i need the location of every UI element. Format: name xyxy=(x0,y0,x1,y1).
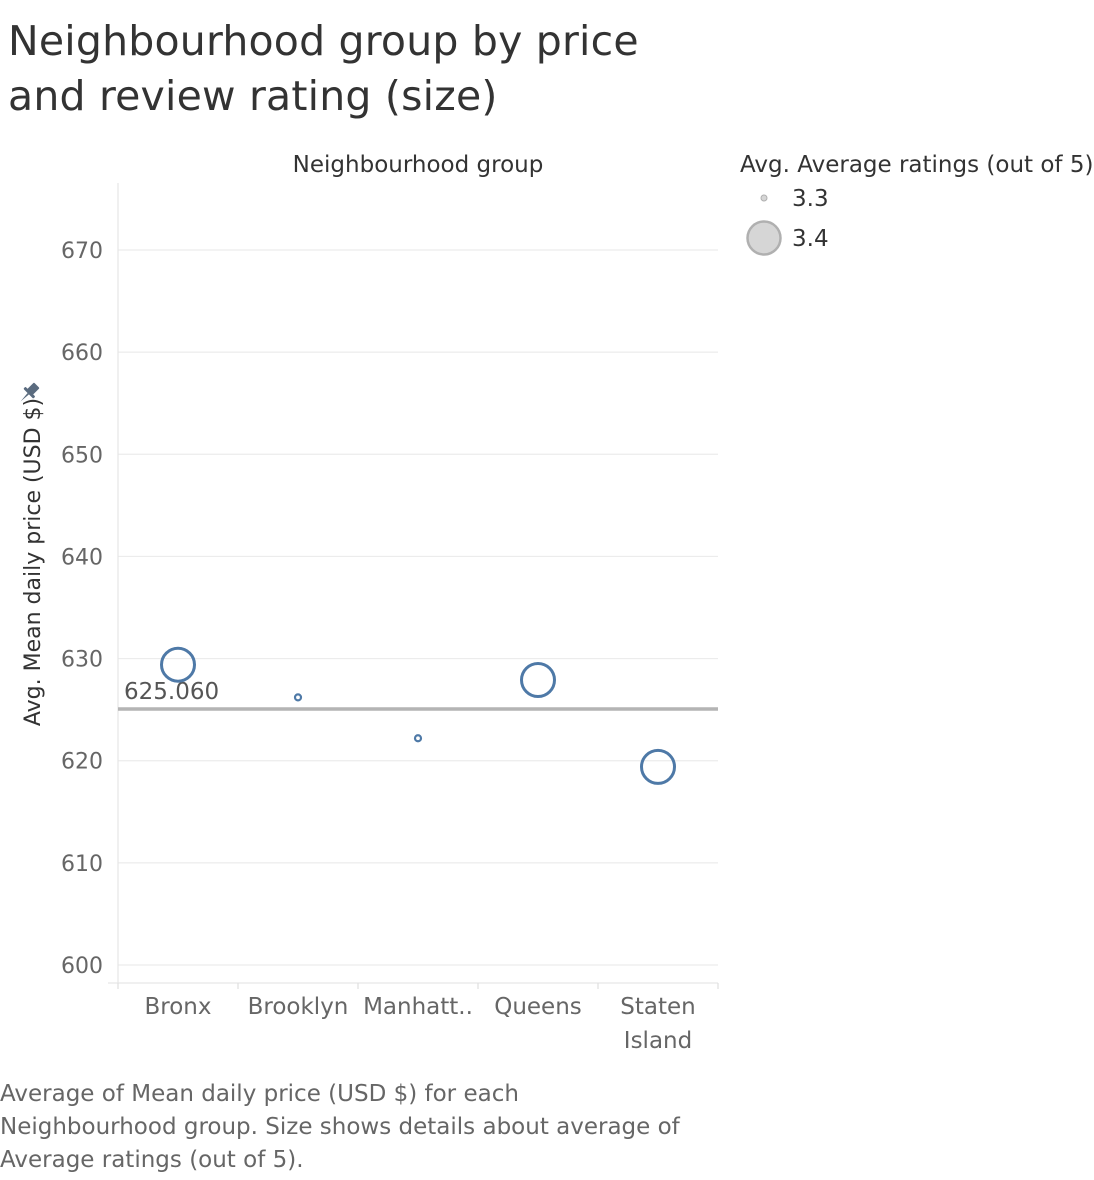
gridlines xyxy=(118,249,718,966)
y-tick-label: 620 xyxy=(61,750,103,775)
reference-line-group: 625.060 xyxy=(118,679,718,711)
scatter-point-manhatt-[interactable] xyxy=(413,734,423,743)
column-header: Neighbourhood group xyxy=(293,152,544,178)
legend-item-label: 3.3 xyxy=(792,186,829,212)
x-tick-label: Staten xyxy=(620,994,695,1020)
y-tick-label: 640 xyxy=(61,545,103,570)
legend-title: Avg. Average ratings (out of 5) xyxy=(740,152,1093,178)
x-tick-label: Manhatt.. xyxy=(363,994,473,1020)
scatter-point-queens[interactable] xyxy=(520,662,556,699)
x-tick-label: Island xyxy=(624,1028,692,1054)
y-tick-label: 610 xyxy=(61,852,103,877)
y-tick-label: 600 xyxy=(61,954,103,979)
y-axis-ticks: 600 610 620 630 640 650 660 670 xyxy=(61,239,103,979)
scatter-point-bronx[interactable] xyxy=(160,646,196,683)
x-tick-label: Brooklyn xyxy=(248,994,349,1020)
chart-canvas: Neighbourhood group 600 610 620 630 640 650 66… xyxy=(21,152,1093,1054)
y-tick-label: 630 xyxy=(61,648,103,673)
y-tick-label: 670 xyxy=(61,239,103,264)
y-tick-label: 660 xyxy=(61,341,103,366)
legend-size-swatch xyxy=(760,194,768,202)
scatter-point-brooklyn[interactable] xyxy=(293,693,303,702)
y-axis-label: Avg. Mean daily price (USD $) xyxy=(21,398,46,726)
legend-size-swatch xyxy=(746,220,782,256)
scatter-point-staten-island[interactable] xyxy=(640,748,676,785)
chart-title: Neighbourhood group by price and review … xyxy=(8,17,639,120)
reference-line-label: 625.060 xyxy=(124,679,219,705)
x-tick-label: Bronx xyxy=(145,994,212,1020)
x-axis-ticks: Bronx Brooklyn Manhatt.. Queens Staten Island xyxy=(145,994,696,1054)
scatter-marks[interactable] xyxy=(160,646,676,785)
chart-caption: Average of Mean daily price (USD $) for … xyxy=(0,1081,680,1173)
x-tick-label: Queens xyxy=(494,994,582,1020)
axes xyxy=(108,183,719,989)
legend-item-label: 3.4 xyxy=(792,226,829,252)
size-legend: Avg. Average ratings (out of 5) 3.3 3.4 xyxy=(740,152,1093,256)
y-tick-label: 650 xyxy=(61,443,103,468)
pin-icon[interactable] xyxy=(16,380,42,406)
